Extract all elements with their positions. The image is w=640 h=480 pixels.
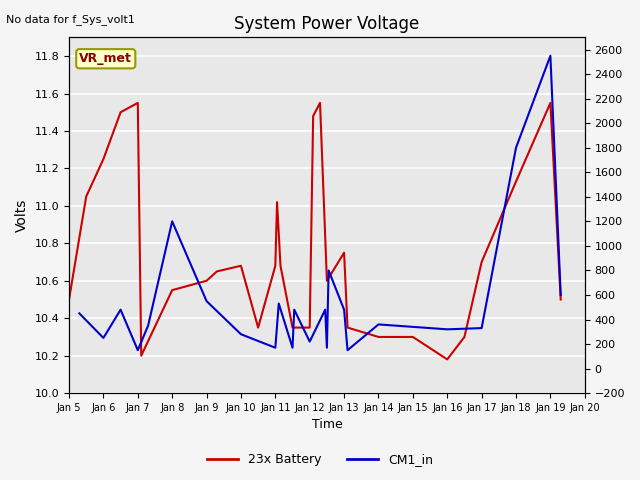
X-axis label: Time: Time — [312, 419, 342, 432]
Y-axis label: Volts: Volts — [15, 199, 29, 232]
Legend: 23x Battery, CM1_in: 23x Battery, CM1_in — [202, 448, 438, 471]
Title: System Power Voltage: System Power Voltage — [234, 15, 420, 33]
Text: VR_met: VR_met — [79, 52, 132, 65]
Text: No data for f_Sys_volt1: No data for f_Sys_volt1 — [6, 14, 135, 25]
